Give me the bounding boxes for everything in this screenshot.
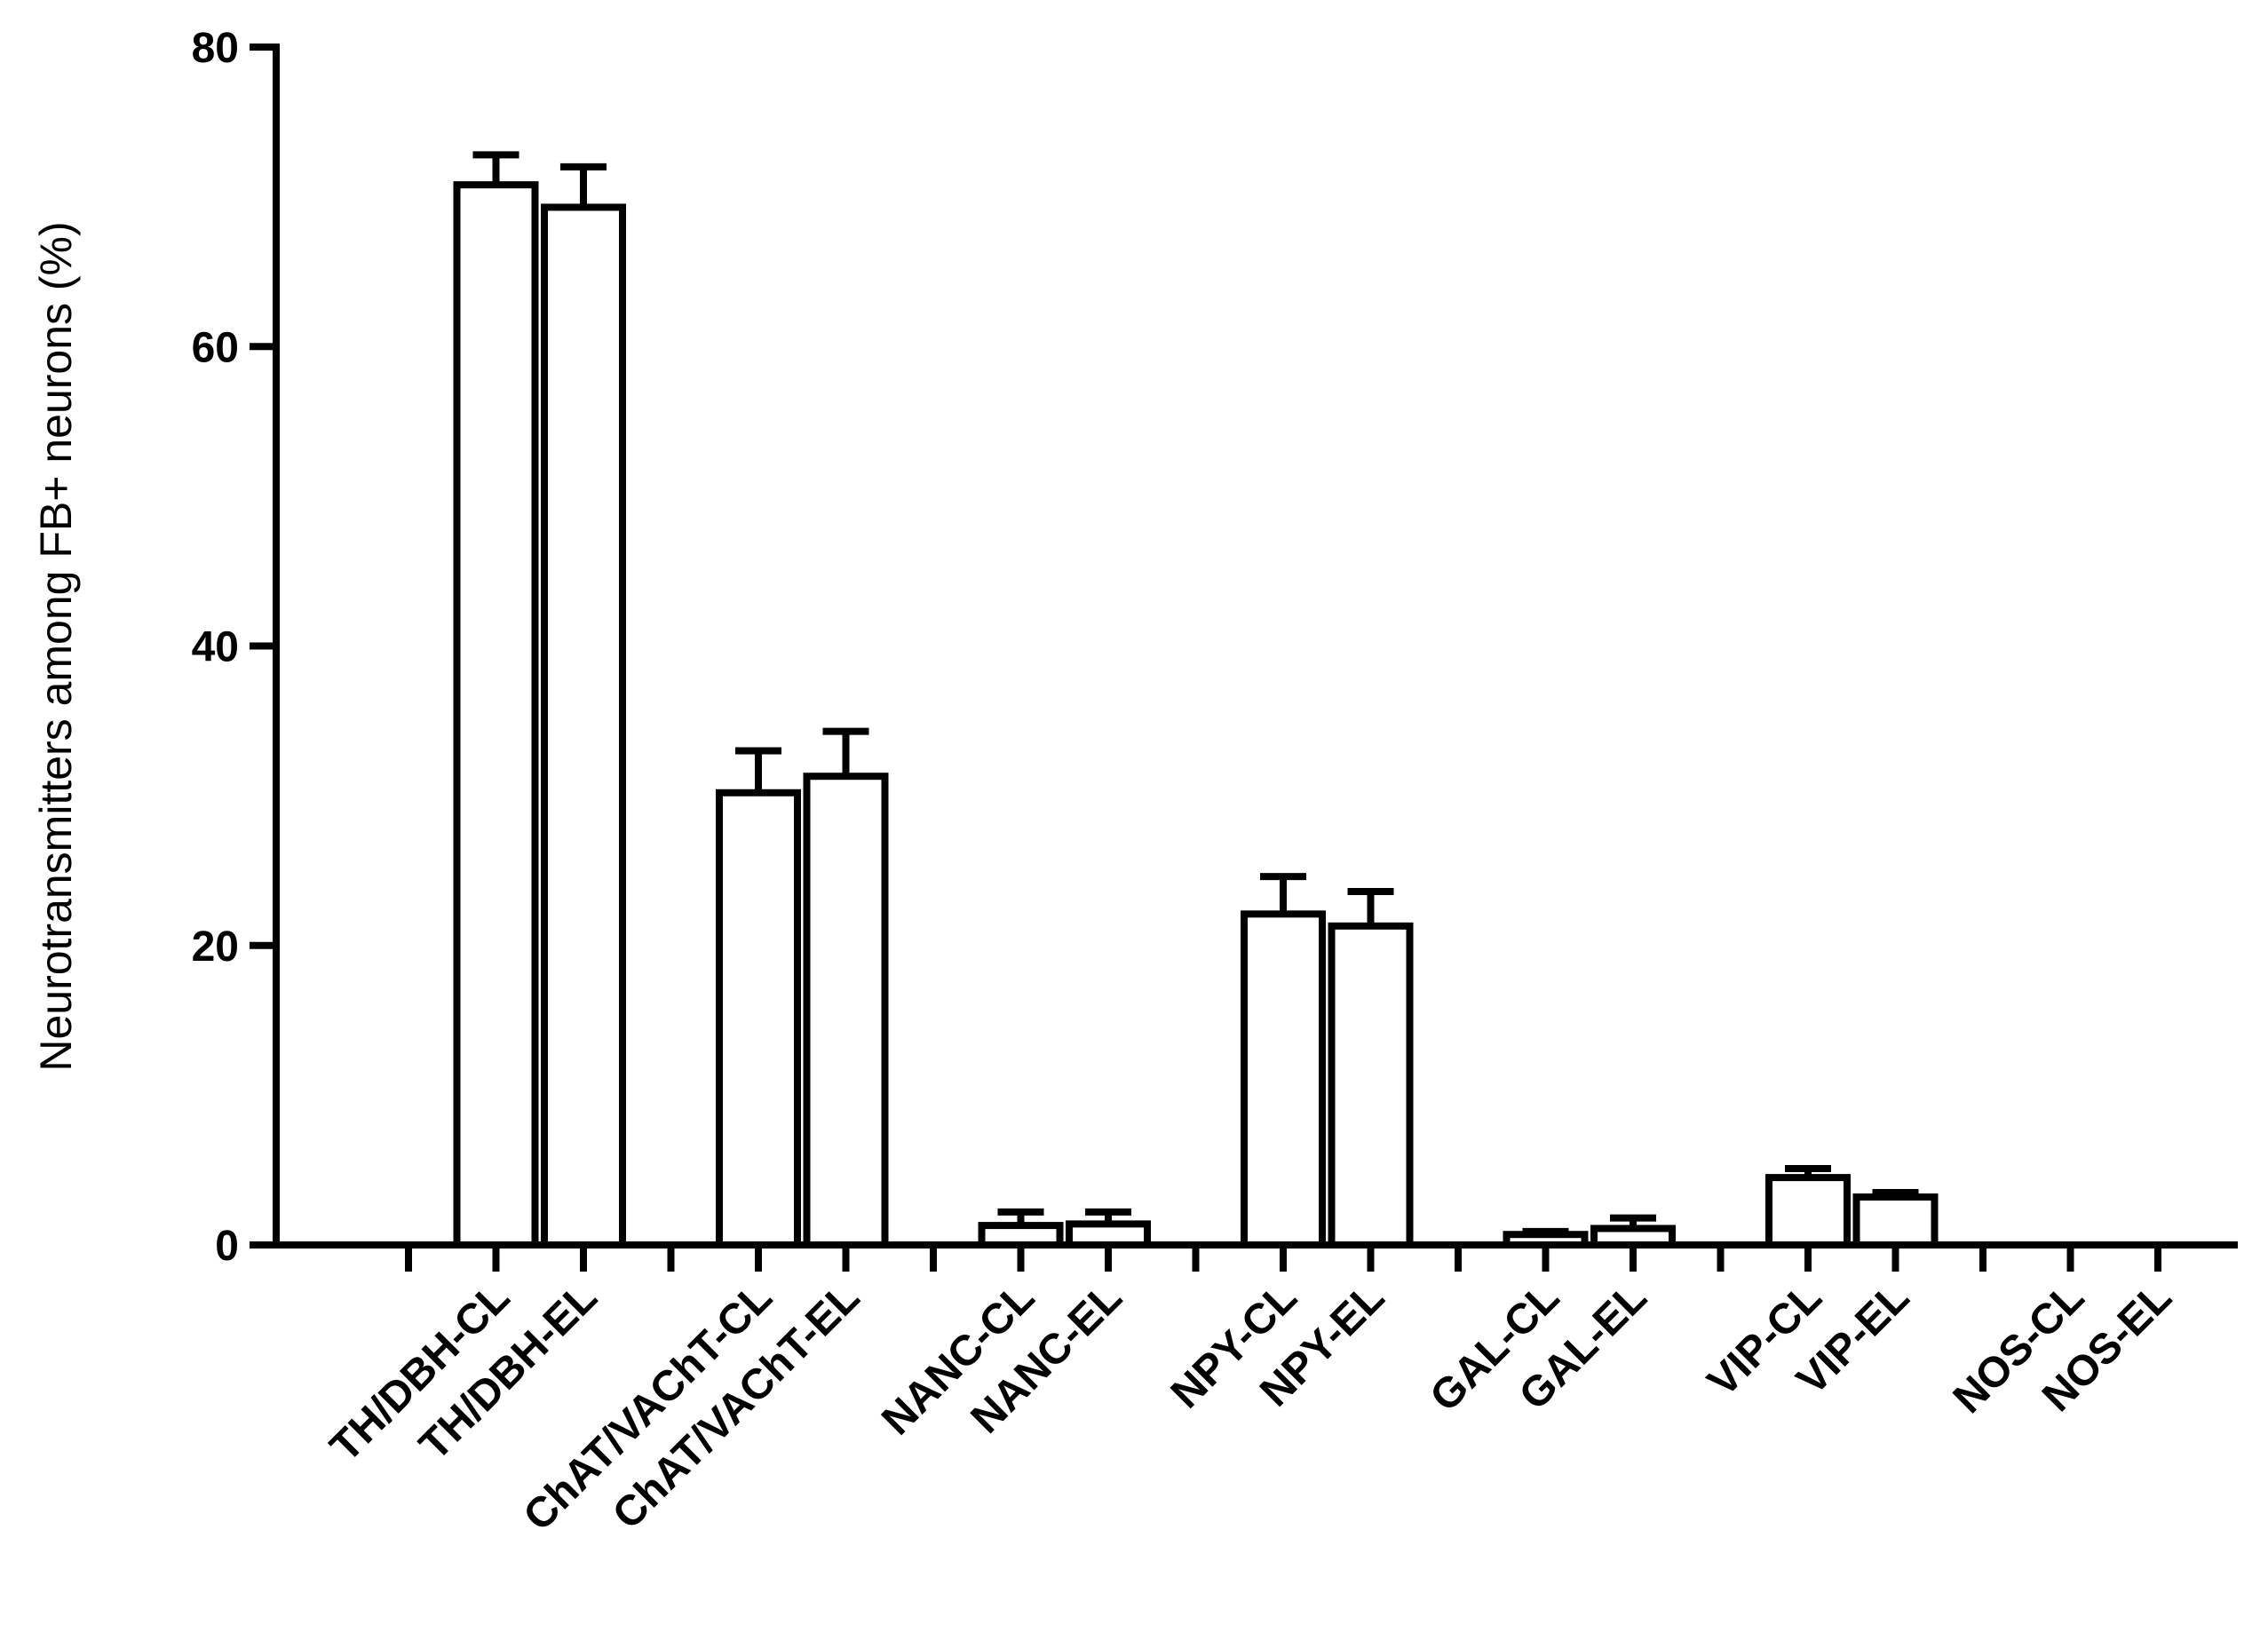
bar [1765,1174,1851,1249]
y-tick-label: 80 [192,25,239,72]
bar [978,1222,1064,1248]
bar [1503,1231,1589,1249]
bar [1066,1220,1151,1248]
bar [541,203,626,1249]
bar [1852,1193,1939,1249]
x-axis: TH/DBH-CLTH/DBH-ELChAT/VAChT-CLChAT/VACh… [273,1241,2238,1540]
bar [1590,1225,1676,1249]
y-tick-label: 60 [192,324,239,371]
bars [453,181,1939,1249]
bar [1241,910,1326,1248]
y-tick-label: 20 [192,923,239,971]
y-tick-label: 0 [215,1223,239,1270]
bar [803,773,889,1248]
bar [453,181,539,1248]
y-axis-title: Neurotransmitters among FB+ neurons (%) [31,221,81,1071]
error-bars [472,151,1919,1235]
bar [1328,922,1414,1248]
y-tick-label: 40 [192,624,239,671]
y-axis: 0 20 40 60 80 [192,25,280,1270]
bar [716,789,801,1248]
